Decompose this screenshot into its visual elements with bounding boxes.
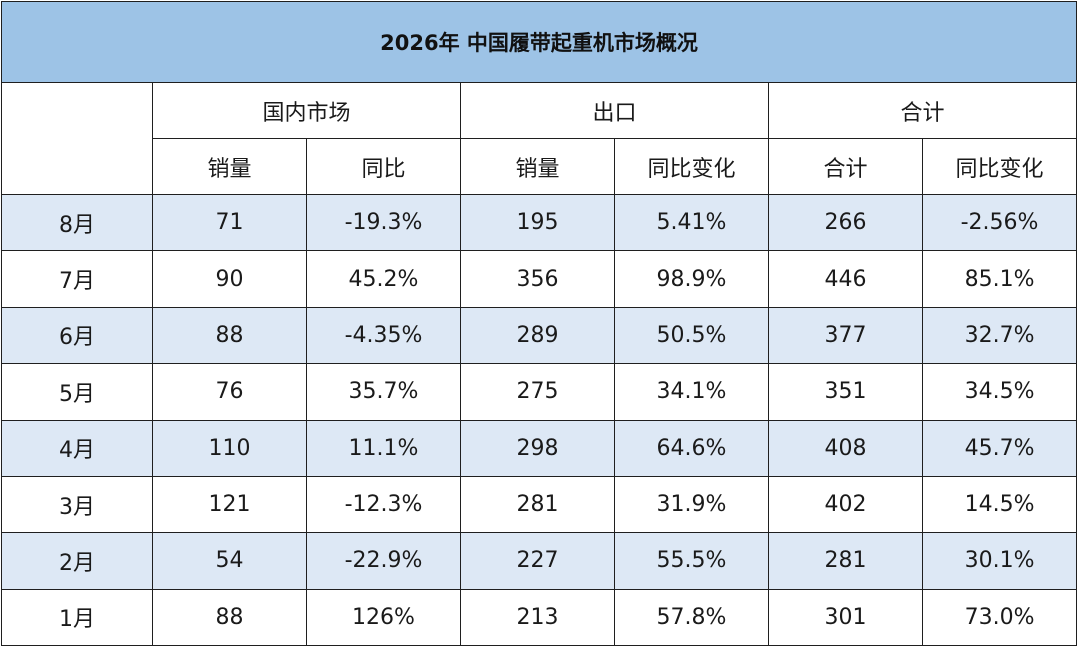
total-yoy-cell: 32.7% [921,306,1078,365]
month-cell: 6月 [1,306,153,365]
total-sales-cell: 377 [768,306,923,365]
month-cell: 1月 [1,588,153,647]
month-cell: 3月 [1,475,153,534]
month-cell: 7月 [1,250,153,308]
domestic-sales-cell: 90 [152,250,307,308]
domestic-sales-cell: 88 [152,306,307,365]
export-sales-cell: 298 [460,419,615,477]
group-header-export: 出口 [460,82,769,139]
table-row: 7月 90 45.2% 356 98.9% 446 85.1% [1,250,1078,308]
total-sales-cell: 408 [768,419,923,477]
total-yoy-cell: 14.5% [921,475,1078,534]
table-row: 5月 76 35.7% 275 34.1% 351 34.5% [1,363,1078,421]
domestic-sales-cell: 121 [152,475,307,534]
export-sales-cell: 281 [460,475,615,534]
group-header-total: 合计 [767,82,1078,139]
total-yoy-cell: -2.56% [921,193,1078,252]
total-sales-cell: 281 [768,532,923,590]
domestic-yoy-cell: 11.1% [306,419,461,477]
domestic-sales-cell: 71 [152,193,307,252]
export-sales-cell: 275 [460,363,615,421]
domestic-sales-cell: 110 [152,419,307,477]
export-yoy-cell: 64.6% [614,419,769,477]
table-row: 6月 88 -4.35% 289 50.5% 377 32.7% [1,306,1078,365]
export-yoy-cell: 34.1% [614,363,769,421]
domestic-sales-cell: 54 [152,532,307,590]
month-cell: 4月 [1,419,153,477]
domestic-yoy-cell: 45.2% [306,250,461,308]
domestic-yoy-cell: 126% [306,588,461,647]
month-cell: 8月 [1,193,153,252]
domestic-yoy-cell: 35.7% [306,363,461,421]
total-yoy-cell: 34.5% [921,363,1078,421]
table-row: 2月 54 -22.9% 227 55.5% 281 30.1% [1,532,1078,590]
total-yoy-cell: 73.0% [921,588,1078,647]
total-sales-cell: 266 [768,193,923,252]
subheader-export-yoy: 同比变化 [614,138,769,195]
table-title: 2026年 中国履带起重机市场概况 [0,1,1078,83]
table-row: 1月 88 126% 213 57.8% 301 73.0% [1,588,1078,647]
month-cell: 5月 [1,363,153,421]
export-yoy-cell: 50.5% [614,306,769,365]
total-sales-cell: 402 [768,475,923,534]
total-sales-cell: 301 [768,588,923,647]
table-row: 3月 121 -12.3% 281 31.9% 402 14.5% [1,475,1078,534]
table-body: 8月 71 -19.3% 195 5.41% 266 -2.56% 7月 90 45.2% 356 9… [1,193,1078,647]
month-cell: 2月 [1,532,153,590]
export-yoy-cell: 57.8% [614,588,769,647]
export-sales-cell: 289 [460,306,615,365]
group-header-row: 国内市场 出口 合计 [1,82,1078,195]
export-yoy-cell: 98.9% [614,250,769,308]
domestic-sales-cell: 76 [152,363,307,421]
subheader-total-yoy: 同比变化 [921,138,1078,195]
total-yoy-cell: 45.7% [921,419,1078,477]
domestic-yoy-cell: -4.35% [306,306,461,365]
domestic-yoy-cell: -19.3% [306,193,461,252]
total-sales-cell: 446 [768,250,923,308]
export-yoy-cell: 5.41% [614,193,769,252]
subheader-domestic-yoy: 同比 [306,138,461,195]
domestic-sales-cell: 88 [152,588,307,647]
domestic-yoy-cell: -22.9% [306,532,461,590]
sub-header-row: 销量 同比 销量 同比变化 合计 同比变化 [2,138,1078,195]
corner-cell [1,82,153,195]
subheader-export-sales: 销量 [460,138,615,195]
total-sales-cell: 351 [768,363,923,421]
table-row: 8月 71 -19.3% 195 5.41% 266 -2.56% [1,193,1078,252]
domestic-yoy-cell: -12.3% [306,475,461,534]
export-yoy-cell: 31.9% [614,475,769,534]
export-sales-cell: 356 [460,250,615,308]
table-row: 4月 110 11.1% 298 64.6% 408 45.7% [1,419,1078,477]
total-yoy-cell: 30.1% [921,532,1078,590]
subheader-domestic-sales: 销量 [152,138,307,195]
export-sales-cell: 227 [460,532,615,590]
export-sales-cell: 195 [460,193,615,252]
subheader-total-sales: 合计 [768,138,923,195]
export-sales-cell: 213 [460,588,615,647]
title-row: 2026年 中国履带起重机市场概况 [0,1,1078,83]
export-yoy-cell: 55.5% [614,532,769,590]
group-header-domestic: 国内市场 [152,82,461,139]
total-yoy-cell: 85.1% [921,250,1078,308]
